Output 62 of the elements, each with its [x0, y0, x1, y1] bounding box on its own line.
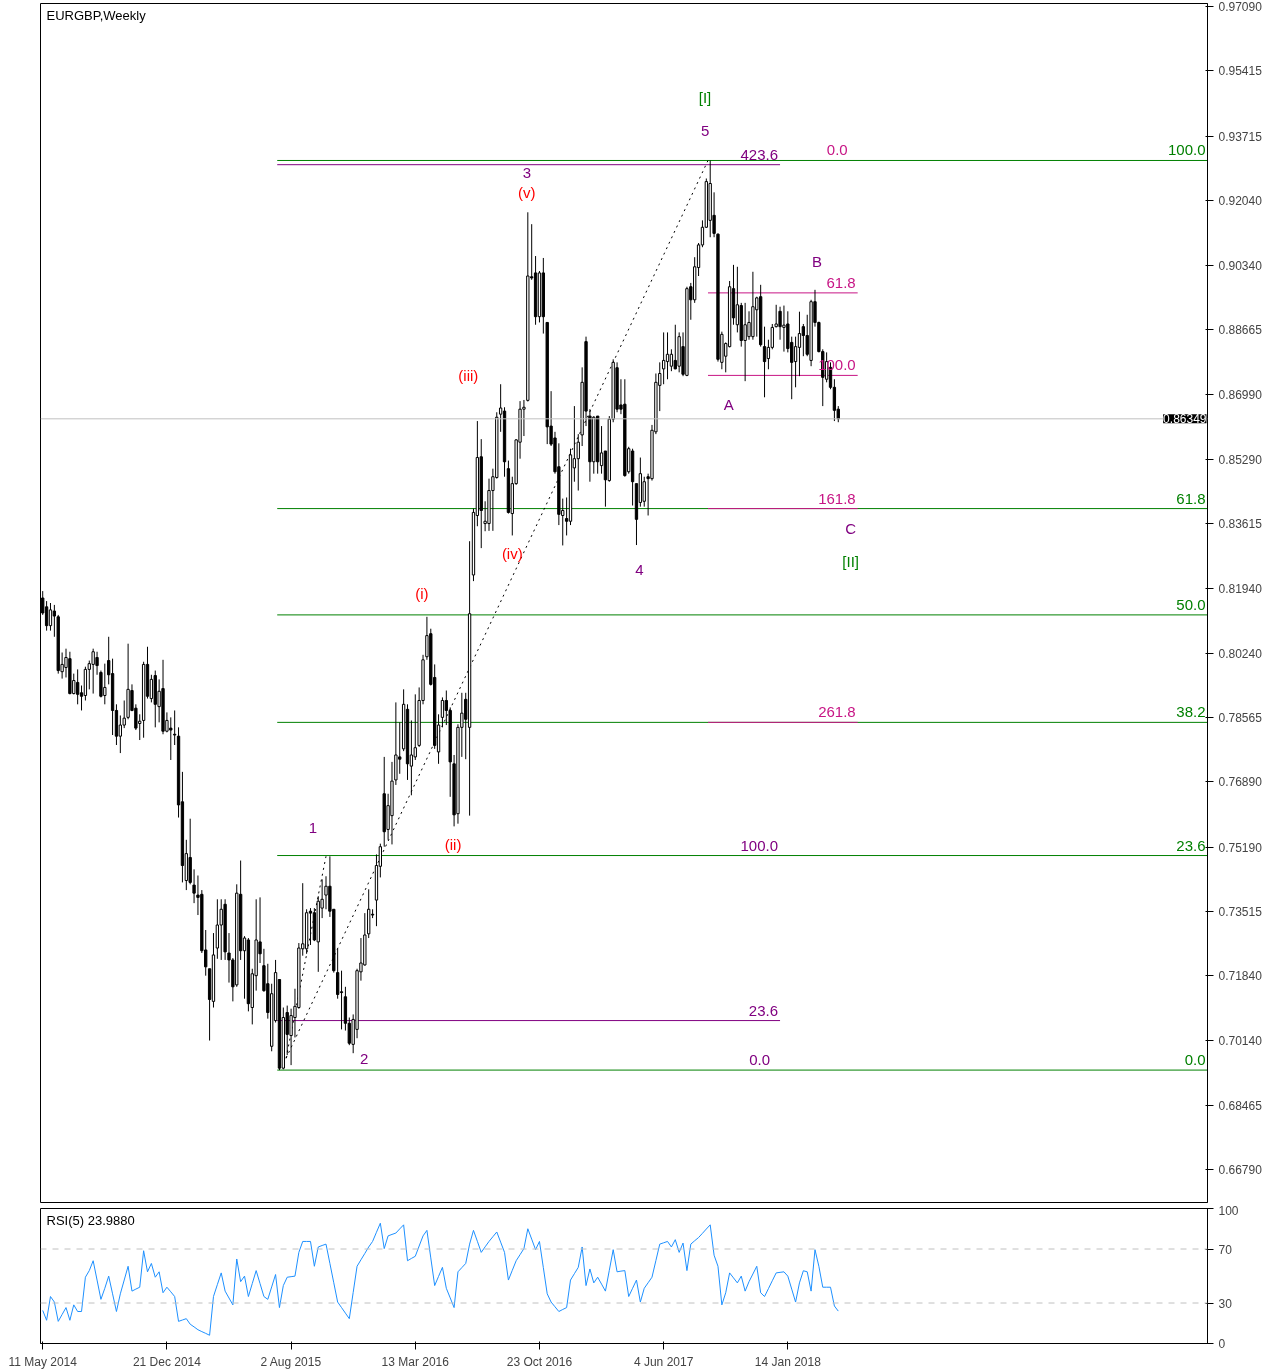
- annotation: 423.6: [740, 145, 779, 163]
- annotation: (v): [518, 183, 536, 201]
- annotation: 2: [360, 1050, 369, 1068]
- annotation: 261.8: [818, 703, 856, 721]
- y-tick-label: 0.83615: [1218, 517, 1263, 532]
- y-tick-label: 0.90340: [1218, 259, 1263, 274]
- annotation: (iv): [501, 544, 523, 562]
- x-tick-label: 13 Mar 2016: [381, 1354, 450, 1369]
- y-tick-label: 0.97090: [1218, 0, 1263, 15]
- y-tick-label: 0.71840: [1218, 969, 1263, 984]
- chart-title: RSI(5) 23.9880: [46, 1212, 135, 1228]
- y-tick-label: 0.88665: [1218, 323, 1263, 338]
- annotation: 5: [701, 122, 710, 140]
- annotation: C: [845, 520, 857, 538]
- annotation: 38.2: [1176, 703, 1206, 721]
- y-tick-label: 0.75190: [1218, 840, 1263, 855]
- annotation: 100.0: [740, 836, 779, 854]
- y-tick-label: 0.86990: [1218, 387, 1263, 402]
- y-tick-label: 0.93715: [1218, 129, 1263, 144]
- annotation: 0.0: [826, 141, 848, 159]
- annotation: 61.8: [826, 273, 856, 291]
- annotation: [I]: [698, 88, 712, 106]
- y-tick-label: 0.70140: [1218, 1034, 1263, 1049]
- annotation: 4: [635, 561, 644, 579]
- annotation: 161.8: [818, 489, 856, 507]
- annotation: A: [723, 395, 734, 413]
- y-tick-label: 0.68465: [1218, 1098, 1263, 1113]
- annotation: (iii): [458, 366, 479, 384]
- annotation: 0.0: [749, 1051, 771, 1069]
- y-tick-label: 0: [1218, 1337, 1226, 1351]
- annotation: B: [812, 253, 823, 271]
- y-tick-label: 0.92040: [1218, 193, 1263, 208]
- y-tick-label: 0.66790: [1218, 1162, 1263, 1177]
- y-tick-label: 0.78565: [1218, 711, 1263, 726]
- x-tick-label: 21 Dec 2014: [132, 1354, 202, 1369]
- annotation: 50.0: [1176, 595, 1206, 613]
- y-tick-label: 0.95415: [1218, 64, 1263, 79]
- y-tick-label: 0.85290: [1218, 452, 1263, 467]
- ref-line-label: 0.86349: [1163, 412, 1207, 427]
- x-tick-label: 4 Jun 2017: [633, 1354, 694, 1369]
- y-tick-label: 70: [1218, 1242, 1233, 1257]
- y-tick-label: 0.73515: [1218, 904, 1263, 919]
- annotation: 23.6: [1176, 836, 1206, 854]
- y-tick-label: 0.81940: [1218, 581, 1263, 596]
- annotation: 0.0: [1184, 1051, 1206, 1069]
- y-tick-label: 100: [1218, 1203, 1239, 1218]
- annotation: 3: [522, 164, 531, 182]
- annotation: 23.6: [748, 1001, 779, 1019]
- y-tick-label: 0.76890: [1218, 775, 1263, 790]
- chart-title: EURGBP,Weekly: [46, 7, 147, 23]
- y-tick-label: 0.80240: [1218, 646, 1263, 661]
- annotation: (ii): [444, 835, 462, 853]
- annotation: 61.8: [1176, 489, 1206, 507]
- x-tick-label: 14 Jan 2018: [754, 1354, 822, 1369]
- annotation: [II]: [842, 553, 860, 571]
- x-tick-label: 23 Oct 2016: [506, 1354, 573, 1369]
- y-tick-label: 30: [1218, 1296, 1233, 1311]
- annotation: 1: [308, 819, 318, 837]
- x-tick-label: 11 May 2014: [8, 1354, 78, 1369]
- x-tick-label: 2 Aug 2015: [260, 1354, 322, 1369]
- annotation: (i): [415, 585, 429, 603]
- annotation: 100.0: [1167, 141, 1206, 159]
